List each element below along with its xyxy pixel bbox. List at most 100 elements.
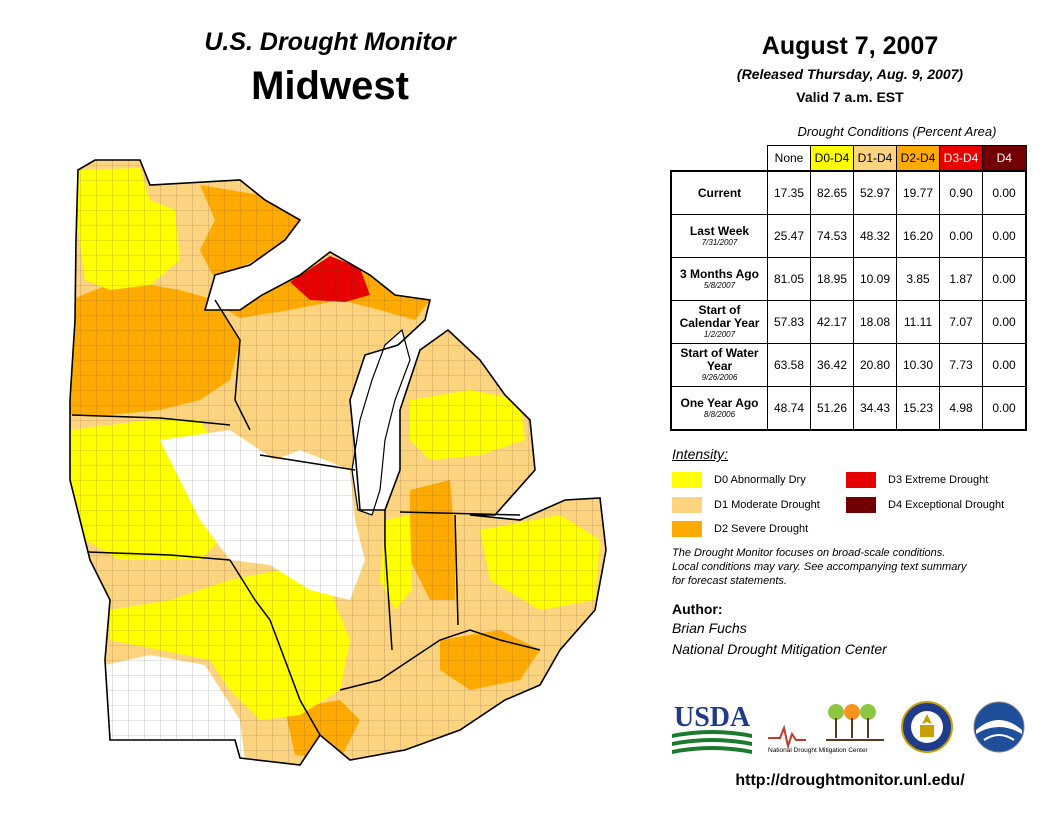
legend-swatch-d3 <box>846 472 876 488</box>
table-cell: 0.00 <box>939 214 983 258</box>
table-row: 3 Months Ago 5/8/2007 81.05 18.95 10.09 3… <box>670 257 1027 301</box>
table-cell: 15.23 <box>896 386 940 431</box>
legend-title: Intensity: <box>672 446 729 462</box>
legend-item-d0: D0 Abnormally Dry <box>672 472 806 488</box>
table-cell: 0.00 <box>982 214 1027 258</box>
row-label: One Year Ago 8/8/2006 <box>670 386 768 431</box>
row-label-text: Start of Calendar Year <box>679 303 760 330</box>
table-cell: 3.85 <box>896 257 940 301</box>
table-cell: 10.30 <box>896 343 940 387</box>
table-caption: Drought Conditions (Percent Area) <box>797 124 997 139</box>
table-cell: 20.80 <box>853 343 897 387</box>
row-label-date: 8/8/2006 <box>703 409 736 419</box>
legend-label-d1: D1 Moderate Drought <box>714 499 820 511</box>
table-cell: 52.97 <box>853 170 897 215</box>
legend-label-d2: D2 Severe Drought <box>714 523 809 535</box>
row-label-date: 5/8/2007 <box>703 280 736 290</box>
col-header-d3-d4: D3-D4 <box>939 145 983 172</box>
table-row: One Year Ago 8/8/2006 48.74 51.26 34.43 1… <box>670 386 1027 431</box>
legend-item-d4: D4 Exceptional Drought <box>846 497 1004 513</box>
author-name: Brian Fuchs <box>672 620 747 636</box>
col-header-d1-d4: D1-D4 <box>853 145 897 172</box>
row-label-text: Current <box>697 185 742 200</box>
map-title-region: Midwest <box>251 64 409 108</box>
table-cell: 17.35 <box>767 170 811 215</box>
legend-swatch-d2 <box>672 521 702 537</box>
row-label: Current <box>670 170 768 215</box>
table-cell: 0.00 <box>982 343 1027 387</box>
release-date: (Released Thursday, Aug. 9, 2007) <box>736 66 964 82</box>
table-cell: 10.09 <box>853 257 897 301</box>
note-line: for forecast statements. <box>672 575 787 587</box>
row-label: Start of Water Year 9/26/2006 <box>670 343 768 387</box>
table-corner <box>671 146 768 172</box>
row-label-text: Last Week <box>689 223 750 238</box>
table-cell: 0.00 <box>982 300 1027 344</box>
commerce-seal-logo <box>901 701 953 753</box>
region-outline <box>69 159 607 766</box>
note-line: Local conditions may vary. See accompany… <box>672 561 967 573</box>
row-label: Last Week 7/31/2007 <box>670 214 768 258</box>
drought-conditions-table: None D0-D4 D1-D4 D2-D4 D3-D4 D4 Current … <box>670 145 1027 431</box>
legend-swatch-d0 <box>672 472 702 488</box>
table-cell: 42.17 <box>810 300 854 344</box>
usda-logo: USDA <box>672 702 752 754</box>
table-cell: 81.05 <box>767 257 811 301</box>
legend-swatch-d1 <box>672 497 702 513</box>
disclaimer-note: The Drought Monitor focuses on broad-sca… <box>672 546 1022 588</box>
row-label: 3 Months Ago 5/8/2007 <box>670 257 768 301</box>
table-row: Start of Water Year 9/26/2006 63.58 36.42… <box>670 343 1027 387</box>
table-cell: 7.07 <box>939 300 983 344</box>
legend-item-d2: D2 Severe Drought <box>672 521 808 537</box>
table-cell: 63.58 <box>767 343 811 387</box>
table-cell: 48.74 <box>767 386 811 431</box>
table-cell: 36.42 <box>810 343 854 387</box>
table-cell: 7.73 <box>939 343 983 387</box>
table-cell: 19.77 <box>896 170 940 215</box>
row-label-date: 9/26/2006 <box>701 373 738 382</box>
table-cell: 11.11 <box>896 300 940 344</box>
table-cell: 18.95 <box>810 257 854 301</box>
table-cell: 51.26 <box>810 386 854 431</box>
website-url[interactable]: http://droughtmonitor.unl.edu/ <box>735 772 965 789</box>
state-borders <box>71 299 541 736</box>
row-label-date: 1/2/2007 <box>703 330 736 339</box>
table-cell: 18.08 <box>853 300 897 344</box>
col-header-d4: D4 <box>982 145 1027 172</box>
map-date: August 7, 2007 <box>761 32 939 60</box>
table-row: Current 17.35 82.65 52.97 19.77 0.90 0.0… <box>670 170 1027 215</box>
table-header-row: None D0-D4 D1-D4 D2-D4 D3-D4 D4 <box>671 145 1027 172</box>
table-cell: 48.32 <box>853 214 897 258</box>
row-label-text: Start of Water Year <box>680 346 759 373</box>
row-label-date: 7/31/2007 <box>701 237 738 247</box>
row-label: Start of Calendar Year 1/2/2007 <box>670 300 768 344</box>
legend-swatch-d4 <box>846 497 876 513</box>
legend-item-d3: D3 Extreme Drought <box>846 472 988 488</box>
table-cell: 74.53 <box>810 214 854 258</box>
legend-label-d3: D3 Extreme Drought <box>888 474 989 486</box>
col-header-none: None <box>767 145 811 172</box>
legend-label-d0: D0 Abnormally Dry <box>714 474 806 486</box>
valid-time: Valid 7 a.m. EST <box>796 89 904 105</box>
usda-logo-text: USDA <box>674 702 751 733</box>
ndmc-logo-text: National Drought Mitigation Center <box>768 747 869 754</box>
table-cell: 0.00 <box>982 257 1027 301</box>
noaa-logo <box>973 701 1025 753</box>
map-title-top: U.S. Drought Monitor <box>204 28 456 56</box>
col-header-d2-d4: D2-D4 <box>896 145 940 172</box>
table-cell: 1.87 <box>939 257 983 301</box>
col-header-d0-d4: D0-D4 <box>810 145 854 172</box>
table-row: Start of Calendar Year 1/2/2007 57.83 42.… <box>670 300 1027 344</box>
table-cell: 57.83 <box>767 300 811 344</box>
table-cell: 16.20 <box>896 214 940 258</box>
legend-item-d1: D1 Moderate Drought <box>672 497 820 513</box>
legend-label-d4: D4 Exceptional Drought <box>888 499 1005 511</box>
row-label-text: 3 Months Ago <box>680 266 759 281</box>
table-cell: 4.98 <box>939 386 983 431</box>
table-cell: 25.47 <box>767 214 811 258</box>
table-cell: 0.90 <box>939 170 983 215</box>
table-cell: 82.65 <box>810 170 854 215</box>
drought-map <box>69 159 607 766</box>
note-line: The Drought Monitor focuses on broad-sca… <box>672 547 946 559</box>
lake-michigan <box>351 328 411 516</box>
